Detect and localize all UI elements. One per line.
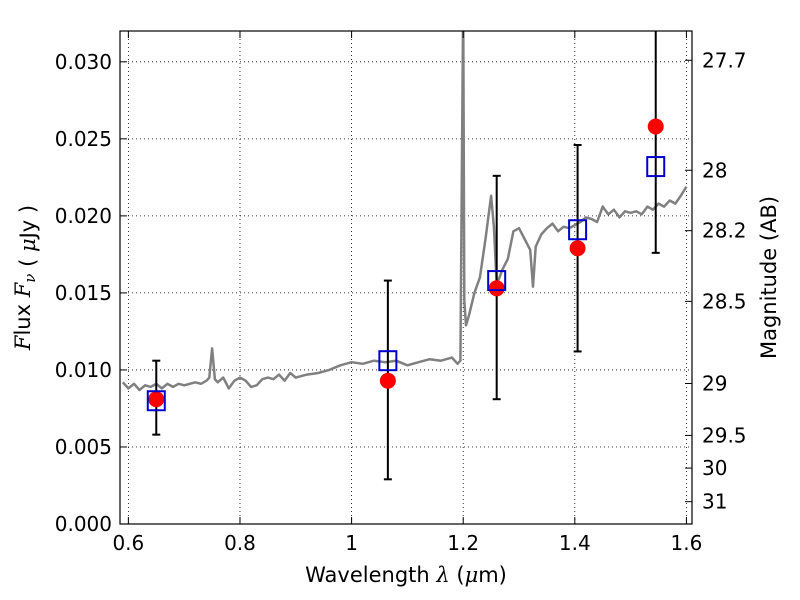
synthetic-point (568, 219, 588, 241)
observed-point (647, 118, 664, 135)
synthetic-point (646, 156, 666, 178)
y2-tick-label: 27.7 (702, 48, 747, 72)
plot-frame (119, 30, 693, 525)
x-tick-label: 0.6 (112, 531, 144, 555)
axis-ticks (120, 31, 692, 525)
synthetic-point (146, 390, 166, 412)
y-tick-label: 0.025 (55, 127, 112, 151)
model-spectrum-line (121, 31, 688, 392)
observed-point (488, 280, 505, 297)
x-axis-label: Wavelength λ (μm) (305, 563, 507, 587)
y2-tick-label: 30 (702, 456, 727, 480)
y-tick-labels: 0.000 0.005 0.010 0.015 0.020 0.025 0.030 (55, 50, 112, 536)
x-tick-label: 0.8 (224, 531, 256, 555)
x-tick-label: 1.4 (559, 531, 591, 555)
y2-tick-label: 29 (702, 371, 727, 395)
synthetic-point (487, 270, 507, 292)
x-tick-label: 1.2 (447, 531, 479, 555)
y2-tick-label: 28.2 (702, 219, 747, 243)
x-tick-label: 1.6 (671, 531, 703, 555)
x-tick-labels: 0.6 0.8 1 1.2 1.4 1.6 (112, 531, 702, 555)
y-tick-label: 0.015 (55, 281, 112, 305)
y-tick-label: 0.030 (55, 50, 112, 74)
synthetic-point (378, 350, 398, 372)
y-tick-label: 0.000 (55, 512, 112, 536)
observed-point (148, 391, 165, 408)
error-bars (152, 31, 660, 481)
y2-tick-labels: 27.7 28 28.2 28.5 29 29.5 30 31 (702, 48, 747, 513)
synthetic-points (146, 156, 666, 412)
grid-lines (120, 31, 692, 525)
y2-tick-label: 28.5 (702, 289, 747, 313)
x-tick-label: 1 (345, 531, 358, 555)
observed-point (379, 372, 396, 389)
observed-point (569, 240, 586, 257)
y2-tick-label: 31 (702, 490, 727, 514)
y-tick-label: 0.020 (55, 204, 112, 228)
y-tick-label: 0.005 (55, 435, 112, 459)
y2-tick-label: 29.5 (702, 423, 747, 447)
y-tick-label: 0.010 (55, 358, 112, 382)
y2-tick-label: 28 (702, 158, 727, 182)
y2-axis-label: Magnitude (AB) (757, 196, 781, 359)
y-axis-label: Flux Fν ( μJy ) (11, 205, 40, 351)
model-spectrum (121, 31, 688, 392)
observed-points (148, 118, 664, 408)
